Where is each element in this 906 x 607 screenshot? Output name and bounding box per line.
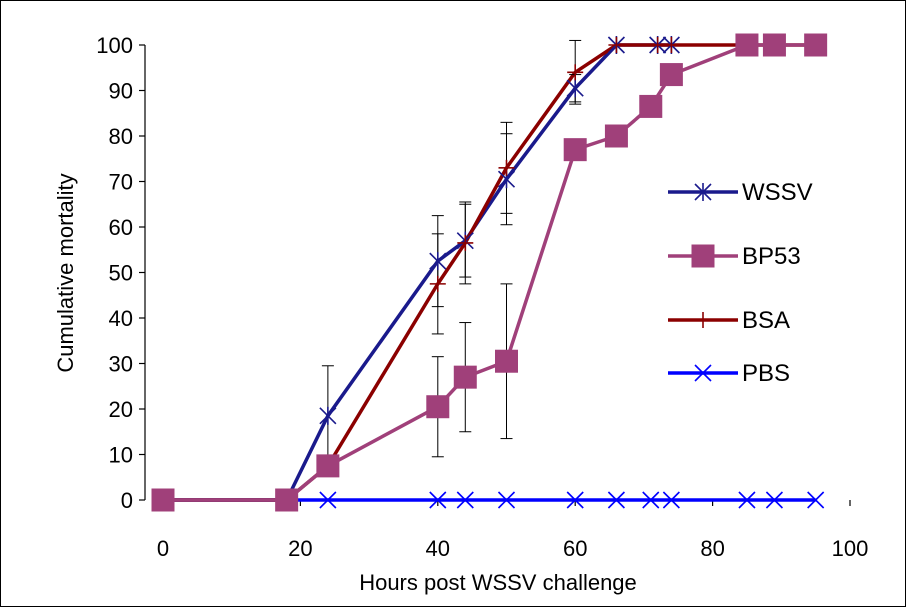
y-tick-label: 60	[109, 215, 133, 240]
x-tick-label: 60	[563, 536, 587, 561]
point-bp53	[604, 124, 628, 148]
point-bsa	[498, 159, 515, 176]
point-bp53-shape	[762, 33, 786, 57]
point-bp53	[316, 454, 340, 478]
y-tick-label: 90	[109, 79, 133, 104]
x-tick-label: 80	[700, 536, 724, 561]
legend-marker-wssv	[694, 183, 712, 201]
y-tick-label: 100	[96, 33, 133, 58]
y-tick-label: 0	[121, 488, 133, 513]
point-wssv	[319, 406, 337, 425]
x-tick-label: 100	[832, 536, 869, 561]
point-bp53	[151, 488, 175, 512]
y-tick-label: 50	[109, 261, 133, 286]
y-tick-label: 80	[109, 124, 133, 149]
point-bp53-shape	[804, 33, 828, 57]
point-wssv	[566, 79, 584, 98]
legend-marker-pbs-d2	[694, 364, 712, 382]
series-line-bp53	[163, 43, 816, 502]
series-line-bsa	[163, 43, 816, 502]
point-bp53-shape	[604, 124, 628, 148]
legend-label-pbs: PBS	[742, 360, 790, 387]
point-bp53	[659, 63, 683, 87]
point-bp53	[762, 33, 786, 57]
point-bp53-shape	[735, 33, 759, 57]
point-bp53	[275, 488, 299, 512]
point-bp53-shape	[639, 94, 663, 118]
y-tick-label: 20	[109, 397, 133, 422]
point-pbs	[456, 491, 474, 509]
point-bp53-shape	[275, 488, 299, 512]
point-pbs	[807, 491, 825, 509]
point-bp53-shape	[151, 488, 175, 512]
point-pbs	[738, 491, 756, 509]
legend-marker-bp53	[691, 244, 715, 268]
legend-item-bsa: BSA	[668, 307, 790, 334]
point-bp53	[735, 33, 759, 57]
x-tick-label: 20	[288, 536, 312, 561]
y-tick-label: 40	[109, 306, 133, 331]
point-bp53	[495, 349, 518, 373]
point-pbs-d2	[607, 491, 625, 509]
point-bsa	[429, 275, 446, 292]
series-group	[151, 33, 828, 512]
legend-group: WSSV BP53 BSA PBS	[668, 179, 813, 387]
point-pbs-d2	[765, 491, 783, 509]
point-pbs	[319, 491, 337, 509]
legend-label-bsa: BSA	[742, 307, 790, 334]
point-pbs-d2	[319, 491, 337, 509]
y-tick-label: 70	[109, 170, 133, 195]
legend-item-wssv: WSSV	[668, 179, 813, 206]
point-pbs	[765, 491, 783, 509]
y-tick-label: 10	[109, 443, 133, 468]
point-bsa	[608, 37, 625, 53]
x-tick-label: 40	[426, 536, 450, 561]
point-pbs-d2	[642, 491, 660, 509]
series-line-wssv	[163, 43, 672, 502]
point-bsa	[567, 64, 584, 81]
point-bp53-shape	[495, 349, 518, 373]
legend-label-bp53: BP53	[742, 243, 801, 270]
legend-item-pbs: PBS	[668, 360, 790, 387]
point-bp53-shape	[659, 63, 683, 87]
point-pbs	[642, 491, 660, 509]
x-axis-title: Hours post WSSV challenge	[359, 570, 637, 595]
point-bp53-shape	[426, 395, 450, 419]
point-bp53	[453, 365, 477, 389]
point-pbs-d2	[429, 491, 447, 509]
point-pbs-d2	[456, 491, 474, 509]
legend-marker-pbs	[694, 364, 712, 382]
point-pbs-d2	[738, 491, 756, 509]
point-bp53-shape	[453, 365, 477, 389]
legend-item-bp53: BP53	[668, 243, 801, 270]
point-bsa	[663, 37, 680, 53]
legend-marker-bsa	[695, 312, 711, 328]
point-pbs-d2	[566, 491, 584, 509]
point-bp53	[563, 138, 587, 162]
point-bp53	[426, 395, 450, 419]
point-bp53	[639, 94, 663, 118]
point-pbs-d2	[497, 491, 516, 509]
point-pbs-d2	[807, 491, 825, 509]
point-pbs	[429, 491, 447, 509]
point-bsa	[457, 234, 474, 251]
point-bp53-shape	[316, 454, 340, 478]
point-bsa	[649, 37, 666, 53]
point-pbs	[662, 491, 680, 509]
point-wssv	[429, 252, 447, 271]
point-pbs	[497, 491, 516, 509]
y-tick-label: 30	[109, 352, 133, 377]
point-pbs	[566, 491, 584, 509]
legend-marker-bp53-shape	[691, 244, 715, 268]
x-tick-label: 0	[157, 536, 169, 561]
point-pbs	[607, 491, 625, 509]
point-pbs-d2	[662, 491, 680, 509]
legend-label-wssv: WSSV	[742, 179, 813, 206]
point-bp53	[804, 33, 828, 57]
y-axis-title: Cumulative mortality	[53, 173, 78, 372]
point-bp53-shape	[563, 138, 587, 162]
axes-group: 0 10 20 30 40 50 60 70 80 90 100 0 20 40 60 80 100	[96, 33, 868, 561]
